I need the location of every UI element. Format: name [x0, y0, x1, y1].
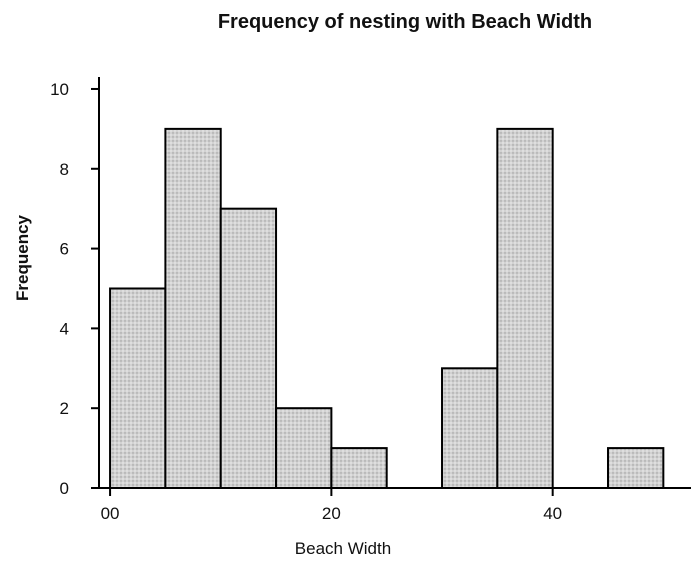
y-tick-label: 6 — [60, 240, 69, 259]
histogram-bar — [496, 127, 554, 489]
histogram-bar — [219, 207, 278, 489]
histogram-bar — [164, 127, 222, 489]
x-tick-label: 40 — [543, 504, 562, 523]
y-tick-label: 0 — [60, 479, 69, 498]
x-axis-ticks: 00 20 40 — [101, 488, 562, 523]
bars-group — [109, 127, 665, 490]
histogram-bar — [275, 407, 333, 490]
histogram-bar — [109, 287, 167, 489]
y-tick-label: 8 — [60, 160, 69, 179]
chart-title: Frequency of nesting with Beach Width — [218, 11, 592, 33]
x-tick-label: 00 — [101, 504, 120, 523]
histogram-bar — [441, 367, 499, 489]
y-tick-label: 4 — [60, 319, 69, 338]
histogram-bar — [330, 447, 388, 489]
y-tick-label: 2 — [60, 399, 69, 418]
histogram-bar — [607, 447, 665, 489]
x-tick-label: 20 — [322, 504, 341, 523]
y-axis-label: Frequency — [13, 214, 32, 301]
y-axis-ticks: 0 2 4 6 8 10 — [50, 80, 99, 498]
y-tick-label: 10 — [50, 80, 69, 99]
x-axis-label: Beach Width — [295, 539, 391, 558]
